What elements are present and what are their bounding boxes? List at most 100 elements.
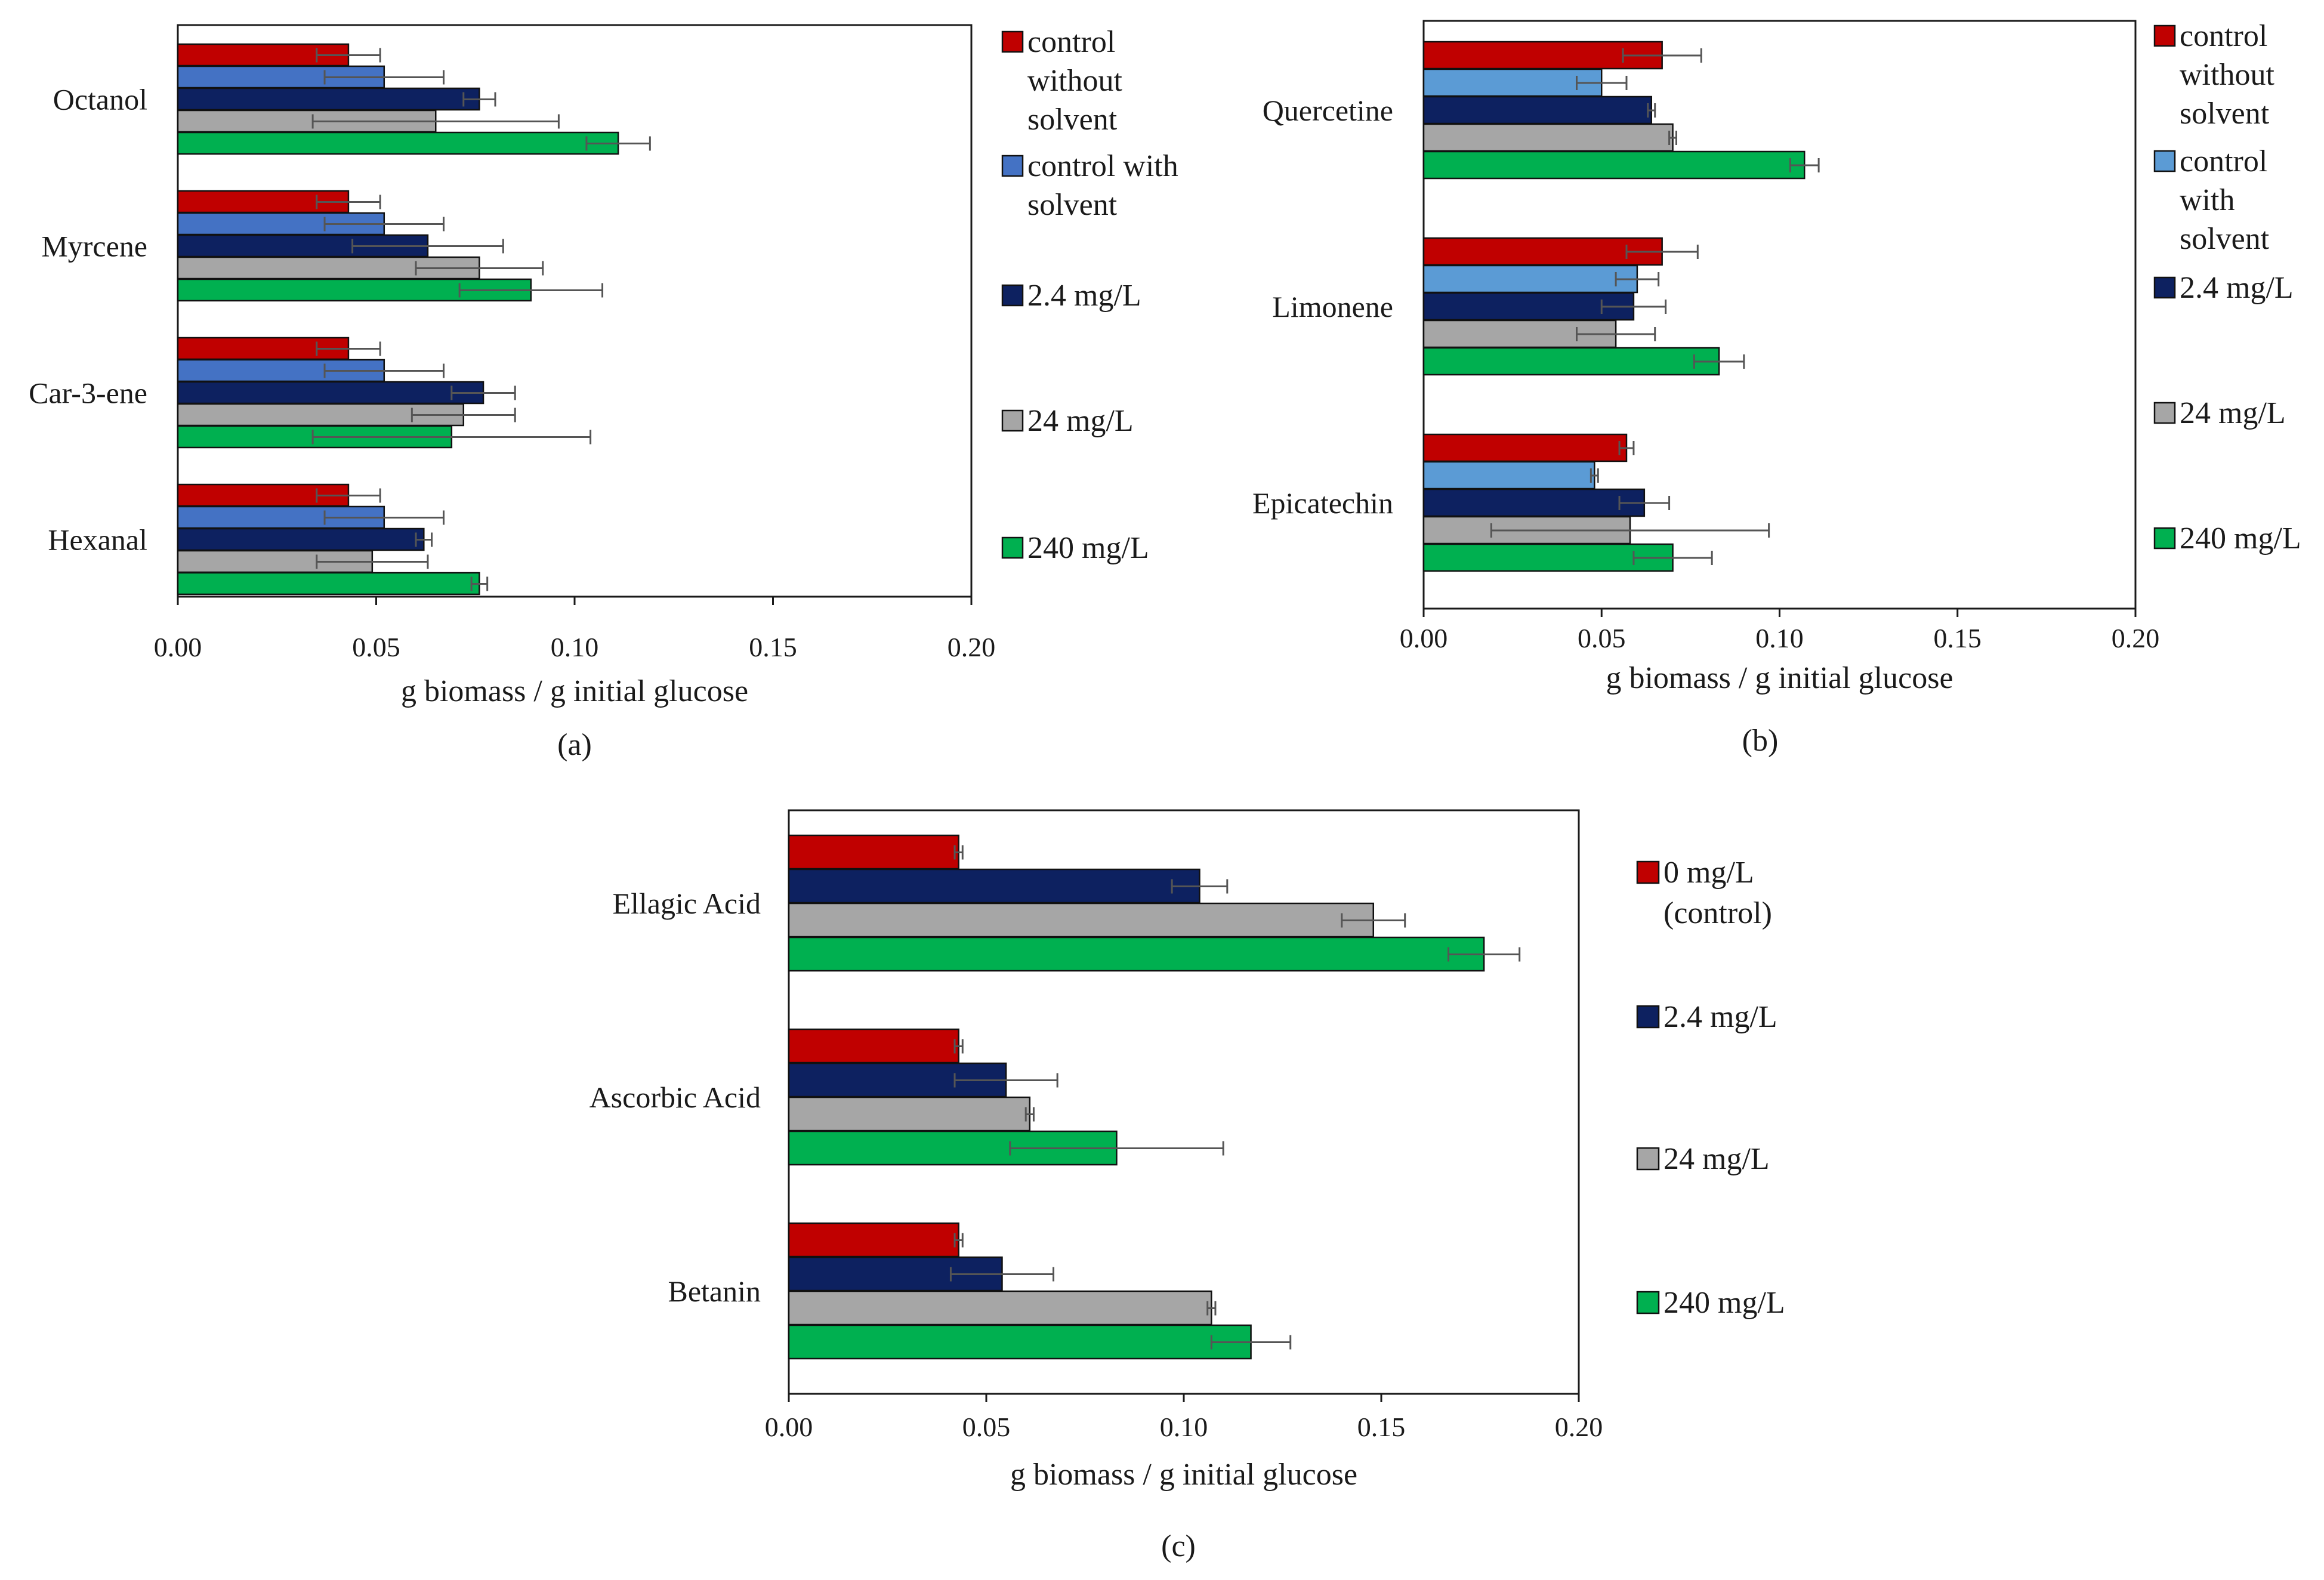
- x-axis-title: g biomass / g initial glucose: [1606, 661, 1953, 695]
- error-bar-limonene-control-with-solvent: [1615, 272, 1660, 286]
- legend-swatch-control-with-solvent: [1001, 155, 1024, 177]
- panel-c: 0.00 0.05 0.10 0.15 0.20 g biomass / g initia…: [590, 809, 1785, 1563]
- legend-label-control-without-solvent: control: [1027, 25, 1115, 59]
- bar-epicatechin-2-4-mg-l: [1422, 488, 1646, 517]
- legend-swatch-2-4-mg-l: [1001, 284, 1024, 307]
- legend-label-control-without-solvent: without: [2180, 58, 2274, 92]
- panel-a: 0.00 0.05 0.10 0.15 0.20 g biomass / g initia…: [29, 24, 1178, 762]
- legend-label-2-4-mg-l: 2.4 mg/L: [2180, 271, 2294, 305]
- error-bar-car-3-ene-control-with-solvent: [323, 363, 445, 378]
- error-bar-hexanal-control-with-solvent: [323, 510, 445, 525]
- bar-betanin-240-mg-l: [788, 1324, 1252, 1360]
- error-bar-quercetine-control-without-solvent: [1622, 48, 1702, 63]
- error-bar-octanol-2-4-mg-l: [462, 92, 496, 107]
- x-tick-label: 0.00: [1400, 623, 1448, 653]
- x-tick-label: 0.05: [352, 632, 400, 662]
- error-bar-myrcene-control-with-solvent: [323, 217, 445, 232]
- bar-ascorbic-acid-0-mg-l-control: [788, 1028, 959, 1064]
- bar-quercetine-control-with-solvent: [1422, 68, 1603, 97]
- category-label-hexanal: Hexanal: [48, 523, 147, 557]
- error-bar-limonene-control-without-solvent: [1625, 245, 1699, 259]
- error-bar-car-3-ene-control-without-solvent: [316, 341, 381, 356]
- legend-label-control-without-solvent: control: [2180, 19, 2267, 53]
- error-bar-ascorbic-acid-2-4-mg-l: [953, 1073, 1058, 1088]
- bar-octanol-240-mg-l: [177, 131, 619, 155]
- bar-ascorbic-acid-24-mg-l: [788, 1096, 1031, 1132]
- error-bar-myrcene-2-4-mg-l: [351, 239, 504, 254]
- error-bar-epicatechin-240-mg-l: [1632, 551, 1713, 565]
- legend-swatch-240-mg-l: [2153, 527, 2176, 550]
- legend-swatch-24-mg-l: [1636, 1147, 1660, 1171]
- error-bar-quercetine-240-mg-l: [1789, 158, 1820, 172]
- legend-label-24-mg-l: 24 mg/L: [2180, 396, 2286, 430]
- legend-label-control-with-solvent: control: [2180, 144, 2267, 178]
- bar-limonene-control-without-solvent: [1422, 237, 1663, 266]
- error-bar-ellagic-acid-24-mg-l: [1341, 913, 1406, 928]
- legend-label-2-4-mg-l: 2.4 mg/L: [1027, 279, 1141, 313]
- panel-label: (c): [1161, 1529, 1196, 1563]
- legend-label-240-mg-l: 240 mg/L: [1663, 1286, 1785, 1320]
- error-bar-car-3-ene-24-mg-l: [411, 408, 516, 422]
- error-bar-ascorbic-acid-240-mg-l: [1009, 1141, 1224, 1156]
- x-axis-title: g biomass / g initial glucose: [401, 674, 748, 708]
- legend-swatch-control-with-solvent: [2153, 150, 2176, 172]
- x-tick-label: 0.15: [1357, 1412, 1406, 1442]
- x-tick-label: 0.20: [1555, 1412, 1603, 1442]
- error-bar-octanol-24-mg-l: [311, 114, 560, 129]
- bar-quercetine-2-4-mg-l: [1422, 95, 1653, 125]
- error-bar-hexanal-2-4-mg-l: [415, 532, 433, 547]
- bar-quercetine-240-mg-l: [1422, 150, 1806, 180]
- error-bar-quercetine-control-with-solvent: [1575, 76, 1628, 90]
- category-label-myrcene: Myrcene: [41, 230, 147, 263]
- bar-epicatechin-control-with-solvent: [1422, 461, 1595, 490]
- legend-label-24-mg-l: 24 mg/L: [1027, 404, 1134, 438]
- legend-label-control-with-solvent: with: [2180, 183, 2235, 217]
- x-axis-title: g biomass / g initial glucose: [1010, 1458, 1357, 1492]
- x-tick-label: 0.10: [1755, 623, 1804, 653]
- error-bar-hexanal-240-mg-l: [470, 576, 489, 591]
- error-bar-myrcene-240-mg-l: [458, 283, 604, 298]
- x-tick-label: 0.05: [962, 1412, 1011, 1442]
- error-bar-myrcene-control-without-solvent: [316, 195, 381, 209]
- error-bar-betanin-24-mg-l: [1206, 1301, 1217, 1316]
- bar-limonene-240-mg-l: [1422, 347, 1720, 376]
- category-label-ascorbic-acid: Ascorbic Acid: [590, 1081, 761, 1114]
- x-tick-label: 0.10: [1160, 1412, 1208, 1442]
- legend-label-240-mg-l: 240 mg/L: [2180, 521, 2301, 556]
- x-tick-label: 0.15: [1934, 623, 1982, 653]
- bar-betanin-24-mg-l: [788, 1290, 1212, 1326]
- error-bar-ellagic-acid-2-4-mg-l: [1171, 879, 1229, 894]
- error-bar-ellagic-acid-240-mg-l: [1448, 947, 1521, 962]
- error-bar-ascorbic-acid-0-mg-l-control: [953, 1039, 964, 1054]
- bar-ellagic-acid-24-mg-l: [788, 902, 1375, 938]
- legend-label-control-without-solvent: solvent: [2180, 97, 2270, 131]
- error-bar-epicatechin-control-without-solvent: [1618, 441, 1635, 455]
- x-tick-label: 0.05: [1578, 623, 1626, 653]
- error-bar-epicatechin-2-4-mg-l: [1618, 496, 1671, 510]
- legend-swatch-2-4-mg-l: [1636, 1005, 1660, 1029]
- category-label-octanol: Octanol: [53, 83, 147, 116]
- legend-swatch-control-without-solvent: [2153, 24, 2176, 47]
- legend-swatch-control-without-solvent: [1001, 30, 1024, 53]
- error-bar-car-3-ene-2-4-mg-l: [450, 385, 516, 400]
- legend-label-control-with-solvent: solvent: [1027, 188, 1118, 222]
- error-bar-hexanal-control-without-solvent: [316, 488, 381, 503]
- category-label-car-3-ene: Car-3-ene: [29, 377, 147, 410]
- legend-swatch-240-mg-l: [1001, 536, 1024, 559]
- legend-swatch-2-4-mg-l: [2153, 276, 2176, 299]
- legend-label-0-mg-l-control: 0 mg/L: [1663, 856, 1754, 890]
- x-tick-label: 0.20: [947, 632, 996, 662]
- legend-swatch-240-mg-l: [1636, 1291, 1660, 1314]
- error-bar-ellagic-acid-0-mg-l-control: [953, 845, 964, 860]
- error-bar-betanin-2-4-mg-l: [949, 1267, 1055, 1282]
- x-tick-label: 0.20: [2112, 623, 2160, 653]
- bar-hexanal-240-mg-l: [177, 572, 480, 595]
- error-bar-octanol-240-mg-l: [585, 136, 651, 151]
- bar-betanin-0-mg-l-control: [788, 1222, 959, 1258]
- error-bar-epicatechin-24-mg-l: [1490, 523, 1770, 538]
- bar-ellagic-acid-0-mg-l-control: [788, 834, 959, 870]
- legend-label-0-mg-l-control: (control): [1663, 896, 1772, 930]
- error-bar-quercetine-24-mg-l: [1668, 131, 1678, 145]
- legend-label-control-without-solvent: without: [1027, 64, 1122, 98]
